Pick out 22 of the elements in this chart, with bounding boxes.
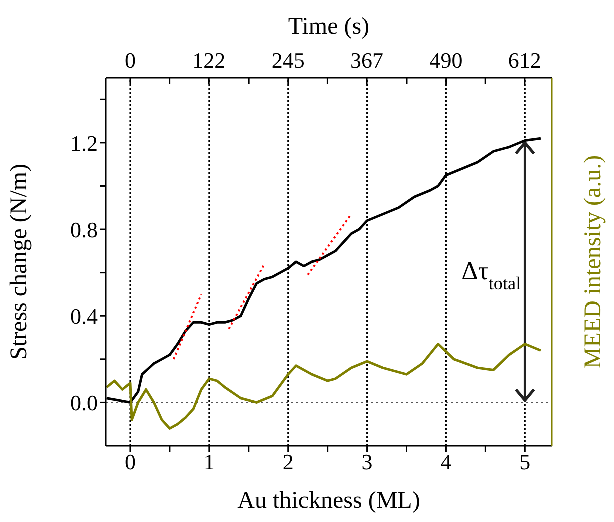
x-tick-label: 3 [362, 450, 373, 475]
y-tick-label: 1.2 [70, 130, 98, 156]
x-axis-title: Au thickness (ML) [238, 488, 420, 514]
x-tick-label: 1 [204, 450, 215, 475]
x2-tick-label: 612 [508, 48, 542, 73]
y2-axis-title: MEED intensity (a.u.) [580, 155, 607, 369]
annotation: Δτ$_{total}$ [462, 256, 522, 294]
x2-tick-label: 367 [350, 48, 384, 73]
y-axis-title: Stress change (N/m) [6, 164, 33, 360]
x2-axis-title: Time (s) [288, 14, 370, 40]
y-tick-label: 0.4 [70, 304, 98, 329]
x-tick-label: 0 [124, 450, 136, 475]
x2-tick-label: 0 [124, 48, 136, 73]
x-tick-label: 2 [282, 450, 294, 475]
y-tick-label: 0.8 [70, 217, 98, 242]
x2-tick-label: 245 [272, 48, 305, 73]
x2-tick-label: 122 [192, 48, 226, 73]
x-tick-label: 4 [440, 450, 452, 475]
x-tick-label: 5 [520, 450, 531, 475]
line-series [106, 343, 542, 430]
y-tick-label: 0.0 [70, 390, 98, 416]
x2-tick-label: 490 [430, 48, 463, 73]
